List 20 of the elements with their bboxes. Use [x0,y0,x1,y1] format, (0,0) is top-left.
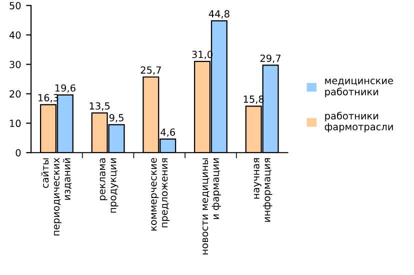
y-tick-label: 0 [16,149,21,156]
legend-label: работники фармотрасли [324,112,393,132]
y-tick-label: 50 [10,2,21,10]
x-tick-label: коммерческие предложения [151,158,170,230]
y-tick-label: 40 [9,31,21,39]
x-tick-label: научная информация [254,158,272,222]
data-label: 44,8 [208,10,230,19]
data-label: 9,5 [109,114,124,122]
x-tick-label: новости медицины и фармации [202,158,221,254]
data-label: 19,6 [55,84,76,93]
data-label: 13,5 [90,102,110,111]
legend-label: медицинские работники [325,78,393,98]
y-tick-label: 30 [10,60,21,68]
data-label: 25,7 [140,66,161,75]
data-label: 29,7 [260,54,281,63]
x-tick-label: реклама продукции [100,158,118,213]
x-tick-label: сайты периодических изданий [41,158,72,236]
y-tick-label: 10 [10,120,21,128]
y-tick-label: 20 [10,90,21,98]
data-label: 4,6 [160,128,175,137]
